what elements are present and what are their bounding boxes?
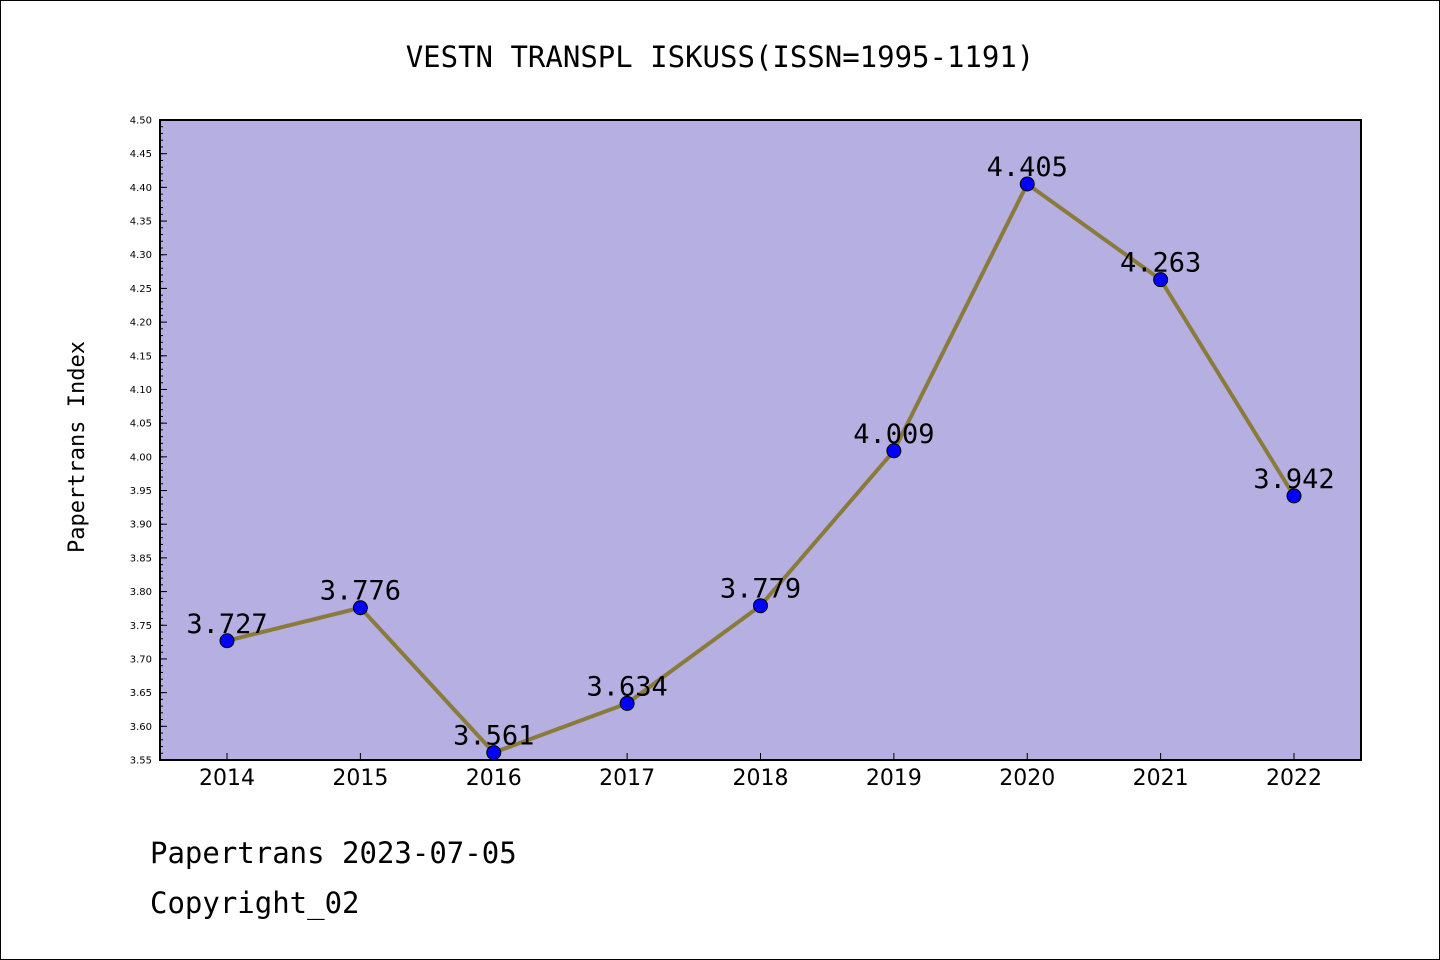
x-tick-label: 2019 xyxy=(866,766,922,791)
x-tick-label: 2018 xyxy=(733,766,789,791)
y-tick-label: 4.30 xyxy=(130,250,152,261)
data-label: 4.009 xyxy=(853,419,934,450)
y-tick-label: 4.45 xyxy=(130,149,152,160)
data-label: 4.405 xyxy=(987,152,1068,183)
data-label: 3.561 xyxy=(453,721,534,752)
data-label: 3.779 xyxy=(720,574,801,605)
axis-ticks: 3.55 3.60 3.65 3.70 3.75 3.80 3.85 3.90 3.95 4.00… xyxy=(130,116,1322,792)
x-tick-label: 2016 xyxy=(466,766,522,791)
x-tick-label: 2015 xyxy=(332,766,388,791)
y-tick-label: 4.25 xyxy=(130,284,152,295)
data-point xyxy=(619,695,635,711)
y-tick-label: 4.20 xyxy=(130,318,152,329)
y-tick-label: 3.90 xyxy=(130,520,152,531)
data-point xyxy=(352,600,368,616)
data-label: 3.634 xyxy=(586,671,667,702)
plot-area xyxy=(160,120,1361,760)
y-tick-label: 4.05 xyxy=(130,419,152,430)
x-tick-label: 2021 xyxy=(1133,766,1189,791)
y-tick-label: 4.15 xyxy=(130,351,152,362)
series-layer: 3.727 3.776 3.561 3.634 3.779 4.009 4.405 4.263… xyxy=(186,152,1335,761)
x-tick-label: 2020 xyxy=(999,766,1055,791)
y-tick-label: 3.55 xyxy=(130,756,152,767)
y-tick-label: 3.75 xyxy=(130,621,152,632)
y-axis-label: Papertrans Index xyxy=(65,341,90,553)
y-tick-label: 4.35 xyxy=(130,217,152,228)
data-point xyxy=(886,443,902,459)
y-tick-label: 4.50 xyxy=(130,116,152,127)
x-tick-label: 2014 xyxy=(199,766,255,791)
footer-date-line: Papertrans 2023-07-05 xyxy=(150,836,517,870)
chart-title: VESTN TRANSPL ISKUSS(ISSN=1995-1191) xyxy=(406,40,1035,74)
x-tick-label: 2022 xyxy=(1266,766,1322,791)
data-point xyxy=(1019,176,1035,192)
data-label: 4.263 xyxy=(1120,248,1201,279)
y-tick-label: 3.85 xyxy=(130,553,152,564)
data-label: 3.727 xyxy=(186,609,267,640)
data-point xyxy=(753,598,768,614)
y-tick-label: 3.60 xyxy=(130,722,152,733)
y-tick-label: 3.65 xyxy=(130,688,152,699)
y-tick-label: 3.95 xyxy=(130,486,152,497)
y-tick-label: 4.00 xyxy=(130,452,152,463)
data-point xyxy=(1153,272,1169,288)
footer-copyright: Copyright_02 xyxy=(150,886,360,920)
y-tick-label: 4.10 xyxy=(130,385,152,396)
data-label: 3.942 xyxy=(1253,464,1334,495)
data-point xyxy=(219,633,235,649)
data-label: 3.776 xyxy=(320,576,401,607)
data-point xyxy=(1286,488,1302,504)
y-tick-label: 3.80 xyxy=(130,587,152,598)
x-tick-label: 2017 xyxy=(599,766,655,791)
plot-border xyxy=(159,119,1362,761)
y-tick-label: 4.40 xyxy=(130,183,152,194)
y-tick-label: 3.70 xyxy=(130,654,152,665)
